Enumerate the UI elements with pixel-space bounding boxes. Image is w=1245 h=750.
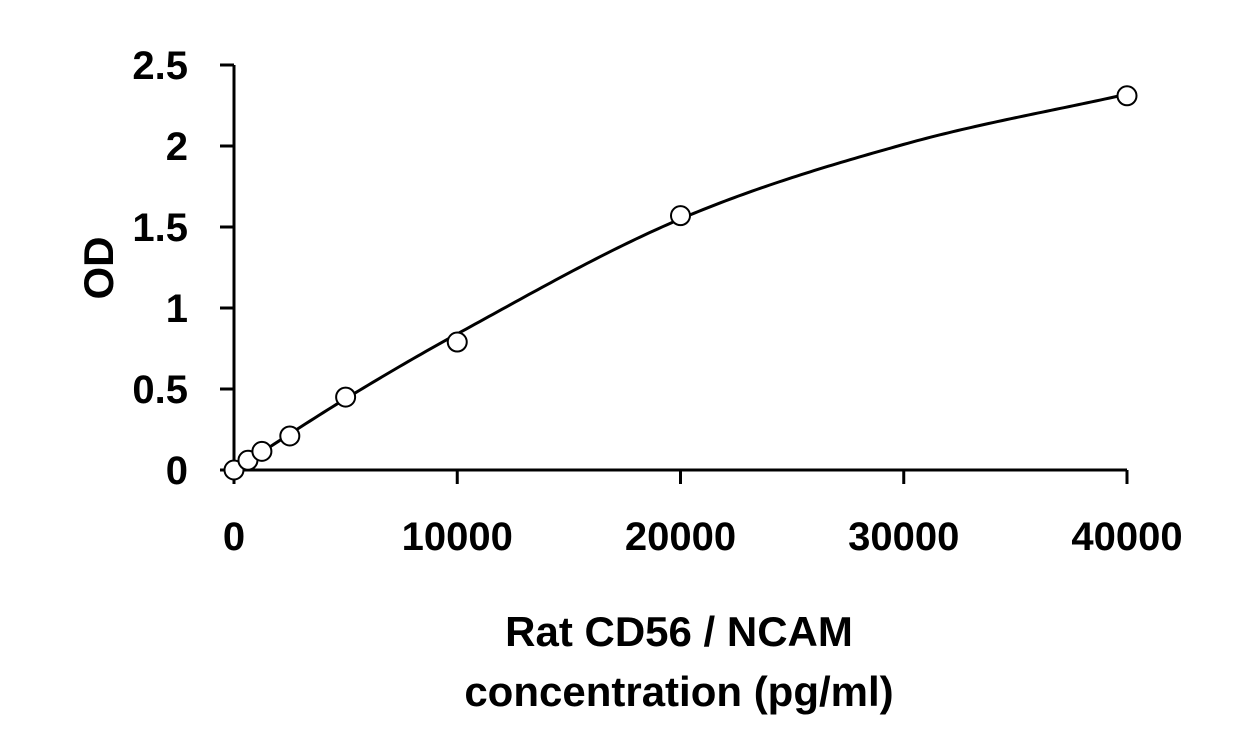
- y-tick-label: 1.5: [132, 206, 188, 250]
- x-tick-label: 10000: [402, 515, 513, 559]
- x-axis-title-line-1: Rat CD56 / NCAM: [505, 608, 853, 655]
- fit-curve: [233, 92, 1128, 472]
- data-point: [335, 386, 357, 408]
- data-point: [1116, 85, 1138, 107]
- y-axis-title: OD: [75, 237, 122, 300]
- x-tick-label: 20000: [625, 515, 736, 559]
- y-tick-label: 2: [166, 125, 188, 169]
- y-tick-label: 0: [166, 449, 188, 493]
- x-tick-label: 40000: [1071, 515, 1182, 559]
- data-point: [279, 425, 301, 447]
- x-ticks: 0 10000 20000 30000 40000: [223, 470, 1183, 559]
- y-tick-label: 1: [166, 287, 188, 331]
- data-point: [251, 440, 273, 462]
- x-tick-label: 30000: [848, 515, 959, 559]
- data-point: [670, 205, 691, 227]
- x-axis-title-line-2: concentration (pg/ml): [464, 668, 893, 715]
- y-tick-label: 0.5: [132, 368, 188, 412]
- data-points: [223, 85, 1138, 481]
- axes: [232, 65, 1127, 472]
- y-tick-label: 2.5: [132, 44, 188, 88]
- data-point: [446, 331, 468, 353]
- x-tick-label: 0: [223, 515, 245, 559]
- y-ticks: 0 0.5 1 1.5 2 2.5: [132, 44, 234, 493]
